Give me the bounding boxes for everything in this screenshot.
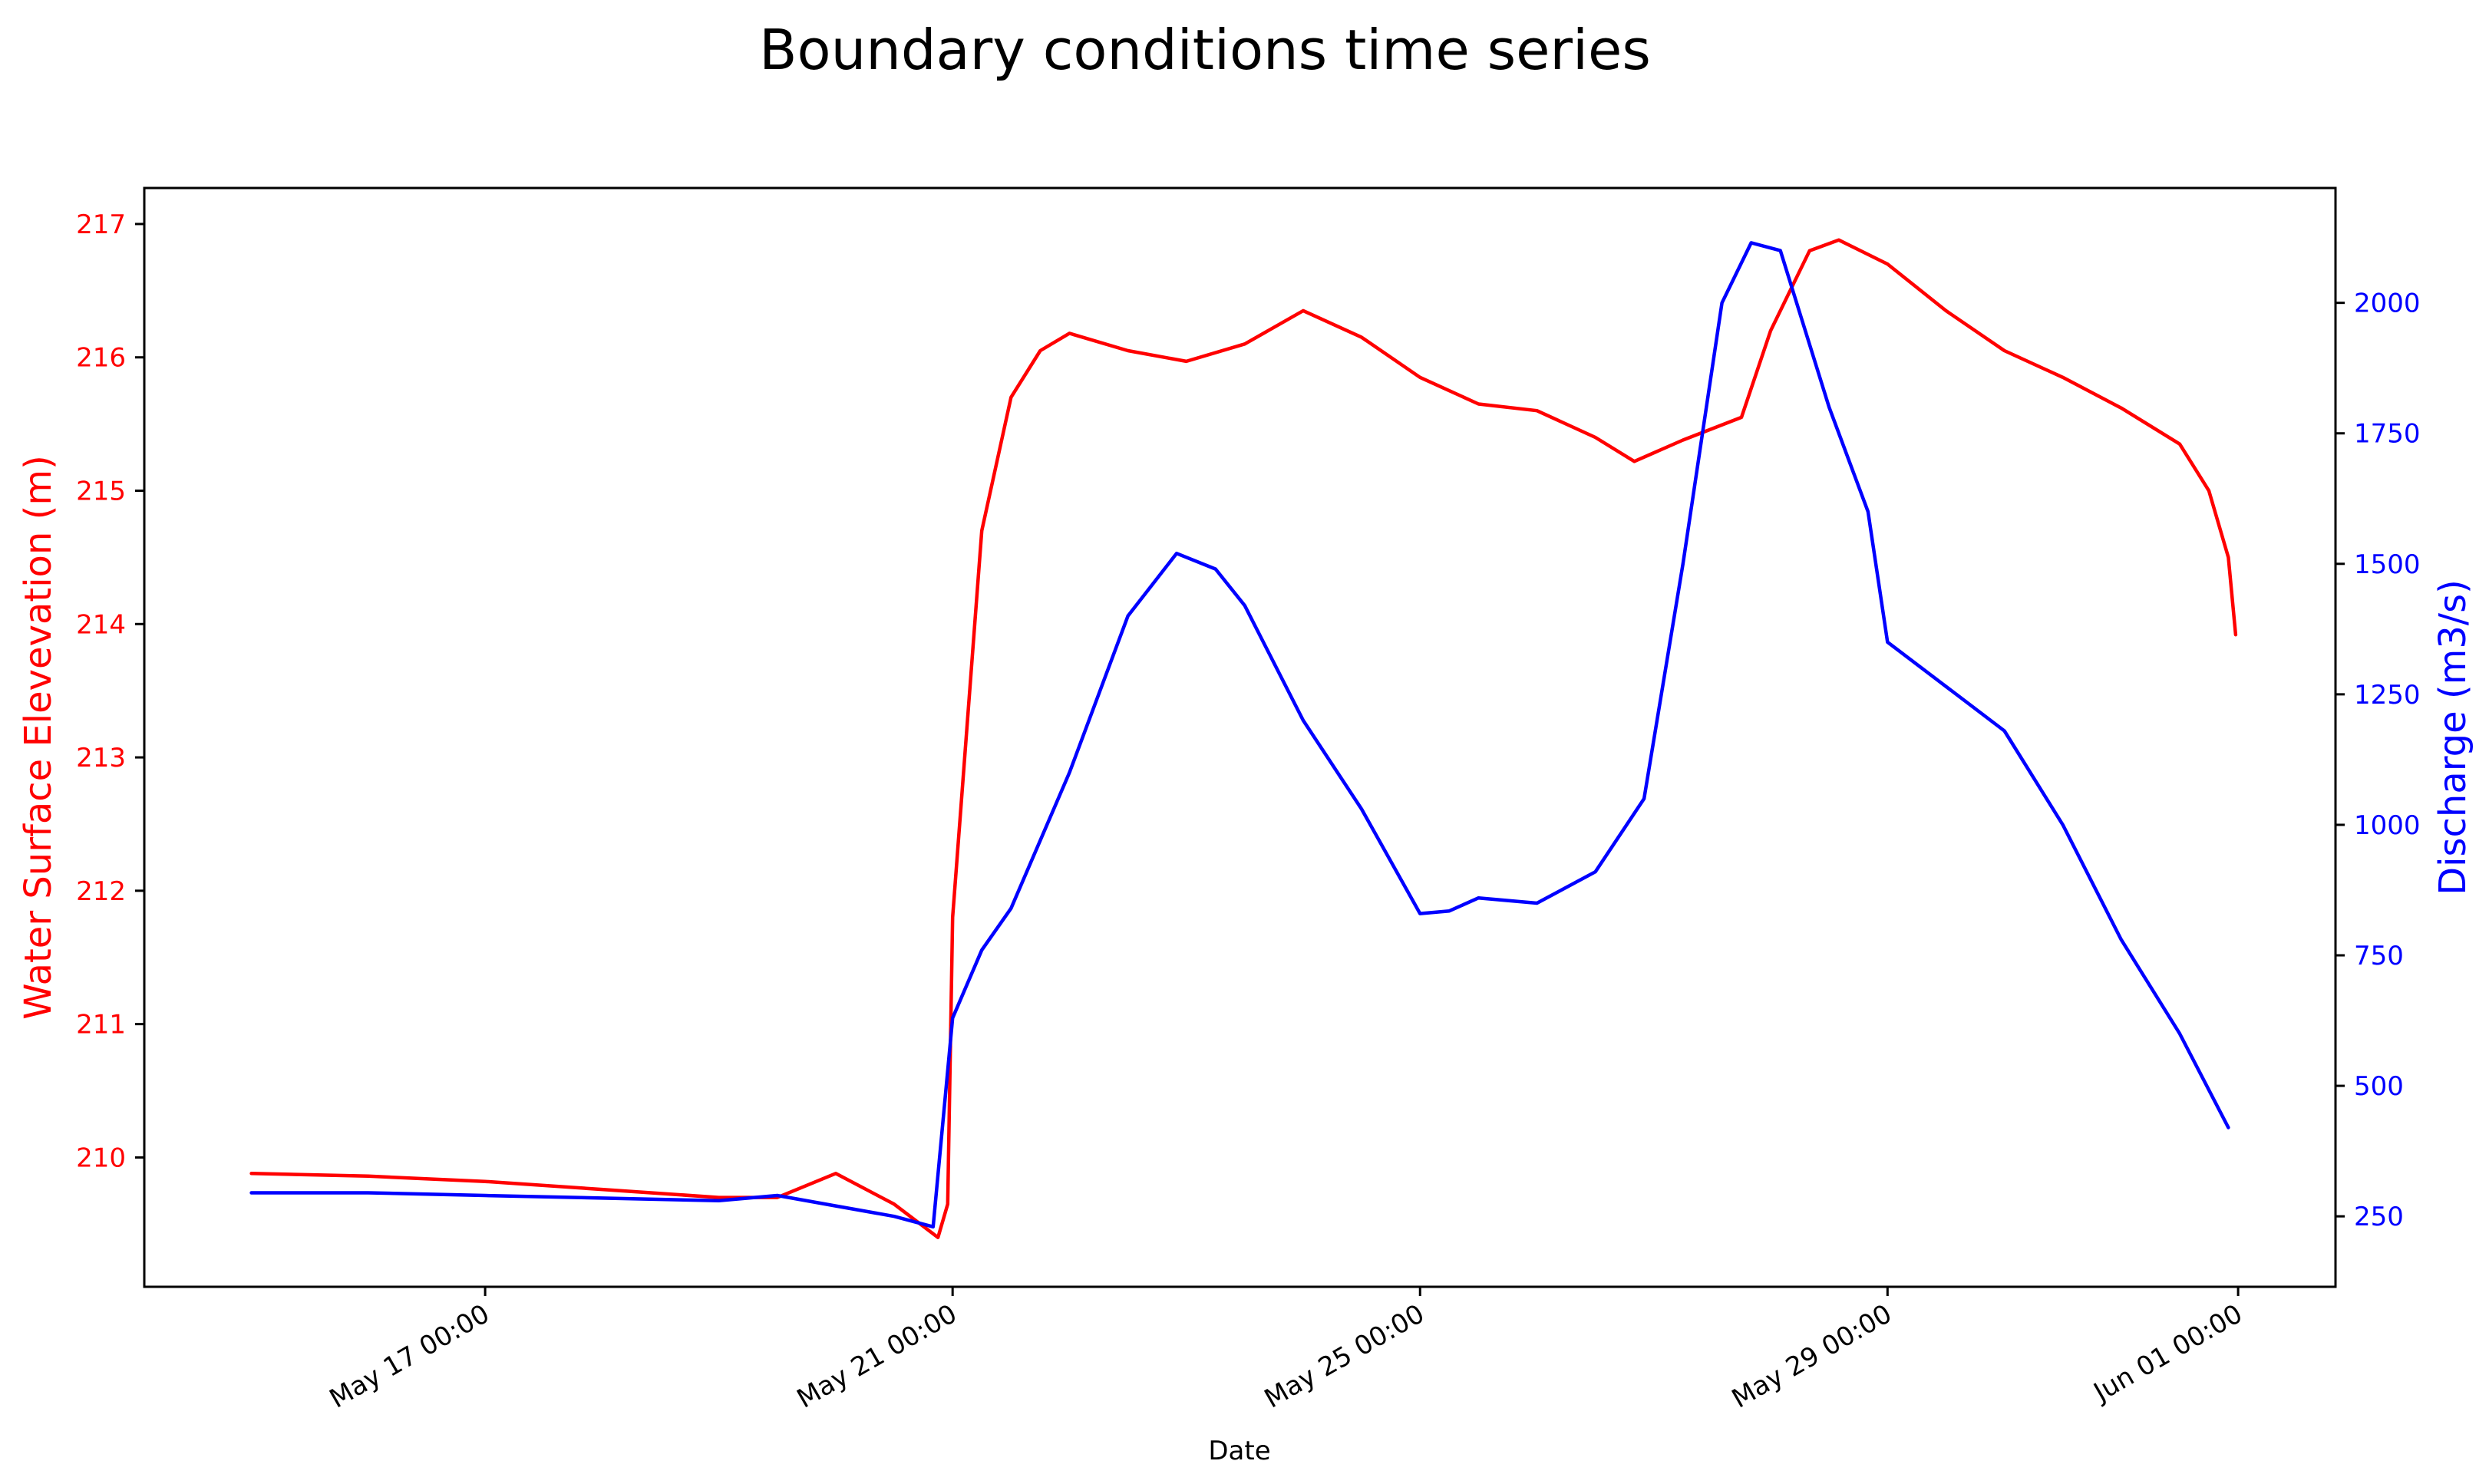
y-right-tick-label: 1500: [2354, 549, 2421, 580]
series-layer: [249, 238, 2238, 1239]
y-left-tick-label: 214: [76, 609, 126, 640]
y-right-tick-label: 1750: [2354, 419, 2421, 450]
y-left-tick-label: 210: [76, 1143, 126, 1173]
y-left-tick-label: 216: [76, 343, 126, 374]
y-left-tick-label: 215: [76, 476, 126, 506]
left-axis: 210 211 212 213 214 215 216 217: [76, 209, 144, 1173]
y-right-tick-label: 1000: [2354, 810, 2421, 841]
y-right-tick-label: 250: [2354, 1202, 2404, 1232]
plot-frame: [143, 186, 2337, 1288]
x-axis-title: Date: [1208, 1436, 1270, 1466]
y-left-tick-label: 217: [76, 209, 126, 240]
y-right-tick-label: 2000: [2354, 289, 2421, 319]
y-axis-left-title: Water Surface Elevevation (m): [17, 455, 60, 1020]
y-left-tick-label: 211: [76, 1010, 126, 1040]
y-right-tick-label: 1250: [2354, 680, 2421, 711]
series-line-discharge: [249, 241, 2230, 1229]
y-axis-right-title: Discharge (m3/s): [2431, 579, 2474, 895]
chart-title: Boundary conditions time series: [759, 18, 1651, 82]
right-axis: 250 500 750 1000 1250 1500 1750 2000: [2336, 289, 2421, 1232]
y-right-tick-label: 500: [2354, 1071, 2404, 1102]
y-left-tick-label: 212: [76, 876, 126, 907]
series-line-elevation: [249, 238, 2238, 1239]
y-right-tick-label: 750: [2354, 941, 2404, 971]
y-left-tick-label: 213: [76, 743, 126, 773]
